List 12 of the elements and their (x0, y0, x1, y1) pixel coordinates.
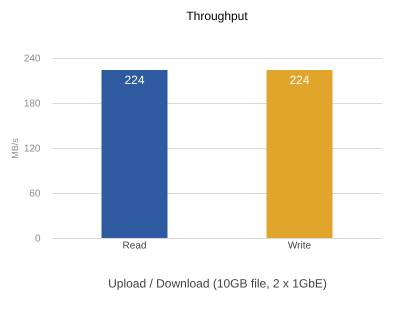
x-tick-label: Write (288, 240, 312, 252)
chart-title: Throughput (186, 9, 248, 23)
y-tick-label: 0 (34, 234, 41, 244)
y-tick-label: 240 (24, 54, 41, 64)
data-label: 224 (289, 73, 310, 87)
x-tick-label: Read (122, 240, 146, 252)
y-tick-label: 120 (24, 144, 41, 154)
y-tick-label: 180 (24, 98, 41, 110)
x-axis-title: Upload / Download (10GB file, 2 x 1GbE) (108, 276, 327, 290)
y-tick-label: 60 (29, 188, 41, 200)
data-label: 224 (124, 73, 145, 87)
y-axis-title: MB/s (10, 138, 20, 159)
